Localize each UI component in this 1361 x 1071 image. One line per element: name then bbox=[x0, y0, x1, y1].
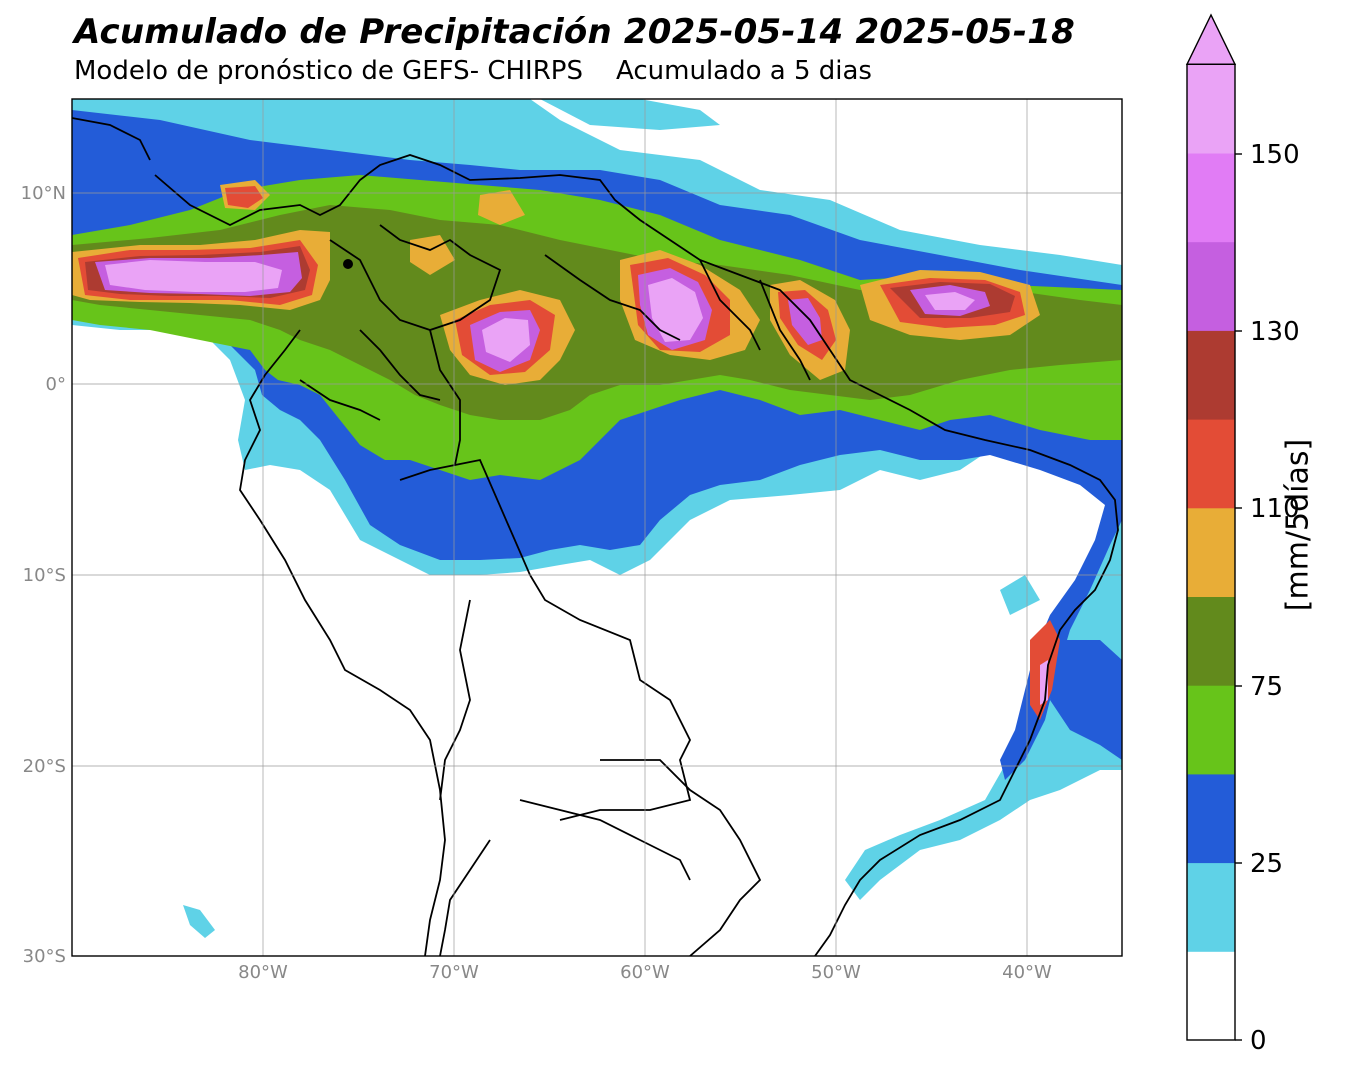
lon-tick-label: 40°W bbox=[1002, 962, 1052, 983]
colorbar-bin bbox=[1187, 862, 1235, 952]
lat-tick-label: 30°S bbox=[23, 946, 66, 967]
colorbar-ticks: 0 25 75 110 130 150 bbox=[1250, 140, 1300, 1056]
colorbar-tick-label: 25 bbox=[1250, 849, 1283, 879]
coastlines-borders bbox=[72, 117, 1119, 956]
lat-tick-label: 10°N bbox=[21, 183, 66, 204]
map-frame bbox=[71, 98, 1123, 957]
colorbar-bin bbox=[1187, 773, 1235, 864]
lon-tick-label: 50°W bbox=[811, 962, 861, 983]
subtitle-model: Modelo de pronóstico de GEFS- CHIRPS bbox=[74, 56, 583, 86]
colorbar-bin bbox=[1187, 241, 1235, 331]
colorbar-bin bbox=[1187, 951, 1235, 1041]
colorbar-tick-label: 110 bbox=[1250, 494, 1300, 524]
precip-band-dark-green bbox=[72, 205, 1122, 420]
lon-tick-label: 80°W bbox=[238, 962, 288, 983]
lat-tick-label: 10°S bbox=[23, 565, 66, 586]
colorbar-tick-label: 130 bbox=[1250, 317, 1300, 347]
colorbar-tick-label: 0 bbox=[1250, 1026, 1267, 1056]
precip-field bbox=[72, 99, 1122, 938]
map-subtitle: Modelo de pronóstico de GEFS- CHIRPS Acu… bbox=[74, 56, 872, 86]
colorbar-bin bbox=[1187, 330, 1235, 420]
precip-band-light-magenta bbox=[105, 260, 282, 292]
colorbar-bin bbox=[1187, 64, 1235, 154]
lon-tick-label: 70°W bbox=[429, 962, 479, 983]
colorbar-label: [mm/5días] bbox=[1280, 438, 1316, 612]
colorbar-extend-arrow bbox=[1185, 13, 1237, 65]
colorbar-bin bbox=[1187, 507, 1235, 597]
colorbar-tick-label: 150 bbox=[1250, 140, 1300, 170]
colorbar bbox=[1185, 13, 1242, 1041]
lat-tick-label: 20°S bbox=[23, 756, 66, 777]
subtitle-period: Acumulado a 5 dias bbox=[616, 56, 872, 86]
colorbar-bin bbox=[1187, 153, 1235, 243]
lon-tick-label: 60°W bbox=[620, 962, 670, 983]
colorbar-bin bbox=[1187, 596, 1235, 686]
colorbar-bin bbox=[1187, 685, 1235, 775]
lat-tick-label: 0° bbox=[46, 374, 66, 395]
city-marker bbox=[343, 259, 353, 269]
colorbar-outline bbox=[1186, 63, 1236, 1041]
map-grid bbox=[72, 99, 1122, 956]
colorbar-bin bbox=[1187, 419, 1235, 509]
colorbar-tick-label: 75 bbox=[1250, 672, 1283, 702]
map-title: Acumulado de Precipitación 2025-05-14 20… bbox=[74, 12, 1075, 52]
